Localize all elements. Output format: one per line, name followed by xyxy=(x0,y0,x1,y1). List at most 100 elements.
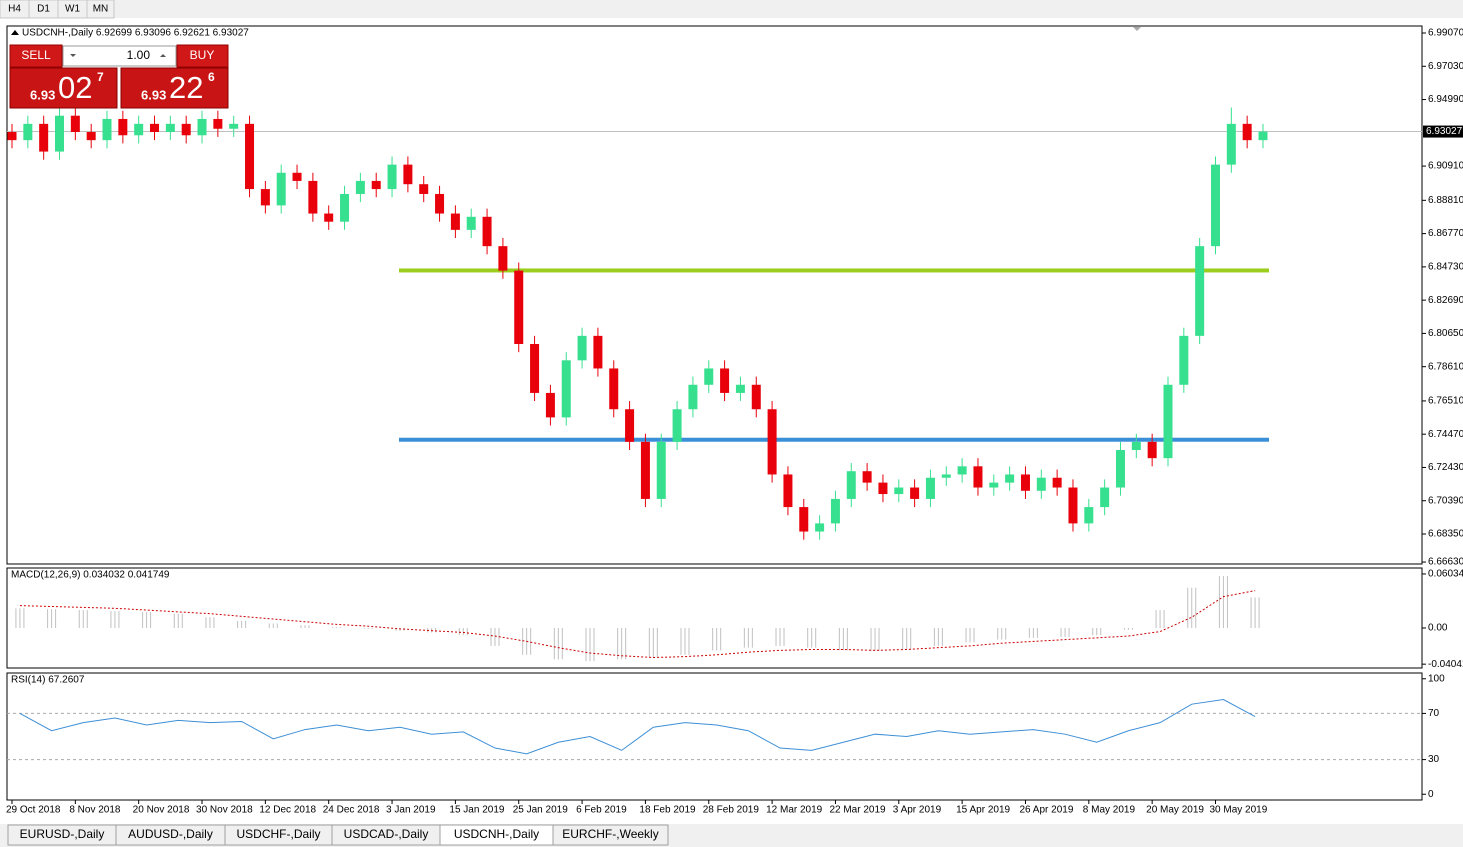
ask-sup: 6 xyxy=(208,70,215,84)
timeframe-tab-label: D1 xyxy=(37,4,50,15)
candle-body xyxy=(1020,474,1030,491)
candle-body xyxy=(86,132,96,141)
candle-body xyxy=(1115,450,1125,488)
chart-header: USDCNH-,Daily 6.92699 6.93096 6.92621 6.… xyxy=(22,28,249,39)
candle-body xyxy=(355,180,365,194)
candle-body xyxy=(466,216,476,230)
y-tick-label: 6.78610 xyxy=(1428,361,1463,372)
candle-body xyxy=(625,409,635,442)
timeframe-tab-label: W1 xyxy=(65,4,80,15)
x-tick-label: 12 Dec 2018 xyxy=(259,805,316,816)
ask-box[interactable] xyxy=(120,67,229,109)
rsi-line xyxy=(19,699,1256,755)
candle-body xyxy=(1163,384,1173,459)
y-tick-label: 6.76510 xyxy=(1428,396,1463,407)
y-tick-label: 6.99070 xyxy=(1428,28,1463,39)
candle-body xyxy=(498,246,508,271)
buy-button[interactable] xyxy=(176,44,229,68)
x-tick-label: 15 Jan 2019 xyxy=(449,805,504,816)
x-tick-label: 20 Nov 2018 xyxy=(133,805,190,816)
candle-body xyxy=(862,471,872,483)
ask-big: 22 xyxy=(169,70,203,105)
timeframe-tab[interactable] xyxy=(86,0,115,19)
candle-body xyxy=(23,123,33,141)
y-tick-label: 30 xyxy=(1428,754,1440,765)
lots-field[interactable] xyxy=(62,45,177,67)
x-tick-label: 6 Feb 2019 xyxy=(576,805,627,816)
current-price-box xyxy=(1423,125,1463,138)
candle-body xyxy=(340,193,350,222)
y-tick-label: 6.80650 xyxy=(1428,328,1463,339)
signal-line xyxy=(19,590,1256,659)
candle-body xyxy=(245,123,255,190)
symbol-tab-label: AUDUSD-,Daily xyxy=(128,827,213,841)
sell-button[interactable] xyxy=(9,44,63,68)
candle-body xyxy=(260,189,270,206)
symbol-tab[interactable] xyxy=(552,824,669,846)
candle-body xyxy=(894,487,904,495)
candle-body xyxy=(118,118,128,136)
candle-body xyxy=(7,132,17,141)
current-price-label: 6.93027 xyxy=(1426,126,1463,137)
candle-body xyxy=(720,368,730,393)
bid-prefix: 6.93 xyxy=(30,87,55,102)
candle-body xyxy=(213,118,223,129)
lots-value: 1.00 xyxy=(127,48,151,62)
y-tick-label: 0.00 xyxy=(1428,623,1448,634)
y-tick-label: 70 xyxy=(1428,708,1440,719)
y-tick-label: 6.72430 xyxy=(1428,462,1463,473)
symbol-tab-label: USDCAD-,Daily xyxy=(344,827,429,841)
candle-body xyxy=(815,523,825,532)
candle-body xyxy=(229,123,239,129)
x-tick-label: 29 Oct 2018 xyxy=(6,805,61,816)
candle-body xyxy=(989,482,999,488)
candle-body xyxy=(102,118,112,141)
symbol-tab-label: EURCHF-,Weekly xyxy=(562,827,658,841)
x-tick-label: 30 May 2019 xyxy=(1209,805,1267,816)
candle-body xyxy=(957,466,967,475)
candle-body xyxy=(783,474,793,508)
level-line xyxy=(399,268,1269,273)
symbol-tab-label: USDCNH-,Daily xyxy=(454,827,539,841)
lots-down[interactable] xyxy=(70,54,76,57)
level-line xyxy=(399,437,1269,442)
macd-title: MACD(12,26,9) 0.034032 0.041749 xyxy=(11,570,170,581)
shift-marker xyxy=(1133,27,1141,31)
bid-sup: 7 xyxy=(97,70,104,84)
candle-body xyxy=(530,344,540,393)
candle-body xyxy=(878,482,888,495)
candle-body xyxy=(577,335,587,361)
candle-body xyxy=(1242,123,1252,141)
x-tick-label: 20 May 2019 xyxy=(1146,805,1204,816)
candle-body xyxy=(1005,474,1015,483)
x-tick-label: 30 Nov 2018 xyxy=(196,805,253,816)
candle-body xyxy=(403,164,413,185)
x-tick-label: 12 Mar 2019 xyxy=(766,805,823,816)
candle-body xyxy=(1068,487,1078,524)
y-tick-label: 6.82690 xyxy=(1428,295,1463,306)
lots-up[interactable] xyxy=(160,54,166,57)
candle-body xyxy=(735,384,745,393)
candle-body xyxy=(55,115,65,152)
x-tick-label: 3 Apr 2019 xyxy=(893,805,942,816)
candle-body xyxy=(593,335,603,369)
y-tick-label: 6.68350 xyxy=(1428,529,1463,540)
buy-label: BUY xyxy=(190,48,215,62)
candle-body xyxy=(688,384,698,410)
candle-body xyxy=(1084,507,1094,524)
bid-box[interactable] xyxy=(9,67,118,109)
candle-body xyxy=(482,216,492,247)
y-tick-label: 6.70390 xyxy=(1428,495,1463,506)
x-tick-label: 22 Mar 2019 xyxy=(829,805,886,816)
candle-body xyxy=(1131,441,1141,451)
x-tick-label: 3 Jan 2019 xyxy=(386,805,436,816)
x-tick-label: 15 Apr 2019 xyxy=(956,805,1010,816)
candle-body xyxy=(308,180,318,214)
candle-body xyxy=(150,123,160,133)
y-tick-label: 100 xyxy=(1428,673,1445,684)
x-tick-label: 26 Apr 2019 xyxy=(1019,805,1073,816)
y-tick-label: 6.84730 xyxy=(1428,262,1463,273)
